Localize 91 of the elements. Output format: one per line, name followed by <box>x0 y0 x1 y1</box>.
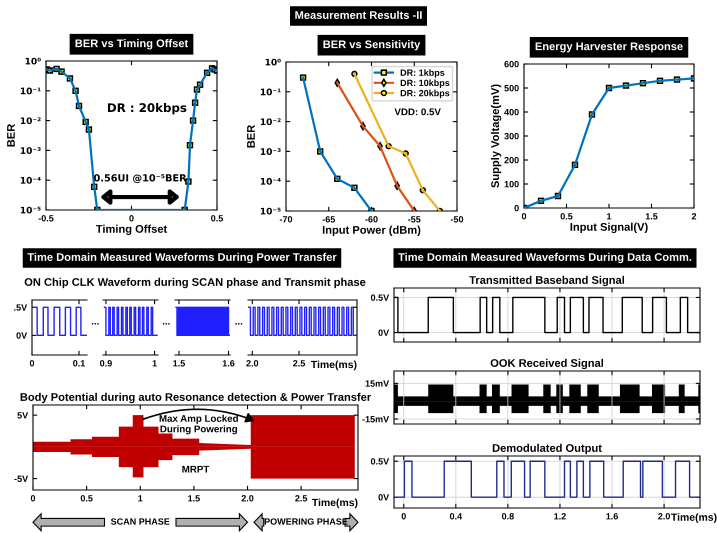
x-tick-label: 0.5 <box>211 215 224 222</box>
x-tick-label: 2.0 <box>658 513 670 520</box>
x-tick-label: 1 <box>152 360 157 366</box>
text: ON Chip CLK Waveform during SCAN phase and Transmit phase <box>24 278 366 288</box>
x-tick-label: 0 <box>522 213 526 220</box>
y-tick-label: 10⁰ <box>26 58 41 65</box>
y-tick-label: 10⁻⁵ <box>260 208 281 215</box>
annotation: DR : 20kbps <box>108 102 186 114</box>
chart-title: Body Potential during auto Resonance detection & Power Transfer <box>20 392 371 404</box>
x-tick-label: 2.0 <box>246 360 258 366</box>
y-tick-label: -15mV <box>362 416 390 422</box>
x-tick-label: 0.5 <box>560 213 573 220</box>
y-tick-label: 0.5V <box>370 458 390 465</box>
x-tick-label: -70 <box>280 216 292 222</box>
text: Time Domain Measured Waveforms During Data Comm. <box>398 252 692 264</box>
y-tick-label: 0V <box>378 330 390 336</box>
x-tick-label: -0.5 <box>38 215 54 222</box>
y-tick-label: 200 <box>504 156 519 164</box>
chart-title: Demodulated Output <box>492 444 602 454</box>
x-tick-label: 0.5 <box>80 495 93 502</box>
y-tick-label: 10⁻³ <box>260 148 281 155</box>
y-axis-title: BER <box>247 125 255 148</box>
text: ... <box>162 323 170 325</box>
x-tick-label: 1.5 <box>188 495 200 502</box>
legend-label: DR: 10kbps <box>400 79 450 88</box>
x-tick-label: 2 <box>692 213 696 220</box>
y-axis-title: BER <box>7 124 15 146</box>
text: SCAN PHASE <box>110 518 170 525</box>
x-axis-title: Time(ms) <box>312 498 358 508</box>
x-tick-label: 2.5 <box>293 360 306 366</box>
y-tick-label: 10⁻² <box>260 118 281 126</box>
x-tick-label: 1.5 <box>646 213 658 220</box>
annotation: MRPT <box>182 466 210 473</box>
annotation: VDD: 0.5V <box>394 108 441 116</box>
x-tick-label: -55 <box>408 216 421 222</box>
chart-title: Energy Harvester Response <box>536 42 683 52</box>
annotation: Max Amp Locked During Powering <box>160 414 238 434</box>
chart-title: OOK Received Signal <box>490 358 604 370</box>
y-tick-label: 10⁰ <box>266 58 281 66</box>
y-tick-label: 0V <box>378 494 390 501</box>
y-tick-label: 10⁻³ <box>20 147 41 154</box>
x-tick-label: 1.6 <box>606 513 618 520</box>
x-axis-title: Time(ms) <box>671 513 717 523</box>
text: Time Domain Measured Waveforms During Power Transfer <box>27 252 337 264</box>
text: ... <box>92 323 99 325</box>
chart-title: BER vs Sensitivity <box>323 40 420 50</box>
y-tick-label: 10⁻⁴ <box>260 178 281 185</box>
y-tick-label: 0.5V <box>370 294 390 301</box>
x-tick-label: 1 <box>607 213 612 220</box>
y-tick-label: .5V <box>14 304 28 311</box>
y-tick-label: 5V <box>17 412 28 419</box>
x-axis-title: Input Power (dBm) <box>322 226 420 236</box>
y-axis-title: Supply Voltage(mV) <box>490 84 502 188</box>
x-tick-label: -50 <box>450 216 464 222</box>
chart-title: BER vs Timing Offset <box>76 39 188 50</box>
x-tick-label: -65 <box>322 216 336 222</box>
x-axis-title: Input Signal(V) <box>570 222 648 234</box>
x-tick-label: 0 <box>402 513 406 520</box>
y-tick-label: 10⁻⁴ <box>20 176 41 184</box>
y-tick-label: 0 <box>514 204 519 212</box>
x-tick-label: -60 <box>365 216 378 222</box>
y-tick-label: -5V <box>14 476 28 482</box>
x-tick-label: 0.4 <box>450 513 462 520</box>
legend-label: DR: 1kbps <box>400 69 444 78</box>
y-tick-label: 100 <box>504 180 519 188</box>
legend-label: DR: 20kbps <box>400 90 450 98</box>
y-tick-label: 400 <box>504 108 519 116</box>
x-tick-label: 1.6 <box>222 360 234 366</box>
y-tick-label: 10⁻¹ <box>20 88 41 94</box>
y-tick-label: 10⁻⁵ <box>20 206 41 214</box>
text: Measurement Results -II <box>295 10 422 19</box>
text: ... <box>235 323 242 325</box>
y-tick-label: 500 <box>504 84 519 92</box>
y-tick-label: 10⁻² <box>20 117 41 124</box>
x-tick-label: 2.0 <box>242 495 254 502</box>
x-tick-label: 0.8 <box>502 513 514 520</box>
y-tick-label: 300 <box>504 132 519 140</box>
x-tick-label: 0 <box>129 215 134 222</box>
x-tick-label: 2.5 <box>295 495 308 502</box>
y-tick-label: 0V <box>16 332 28 339</box>
y-tick-label: 600 <box>504 60 519 68</box>
chart-title: Transmitted Baseband Signal <box>469 276 624 286</box>
x-axis-title: Time(ms) <box>310 360 356 370</box>
x-axis-title: Timing Offset <box>96 224 168 236</box>
x-tick-label: 0.9 <box>100 360 112 366</box>
y-tick-label: 15mV <box>366 380 390 387</box>
x-tick-label: 1.5 <box>173 360 185 366</box>
y-tick-label: 10⁻¹ <box>260 88 281 96</box>
x-tick-label: 1 <box>138 495 143 502</box>
x-tick-label: 1.2 <box>554 513 566 520</box>
x-tick-label: 0.1 <box>73 360 86 366</box>
